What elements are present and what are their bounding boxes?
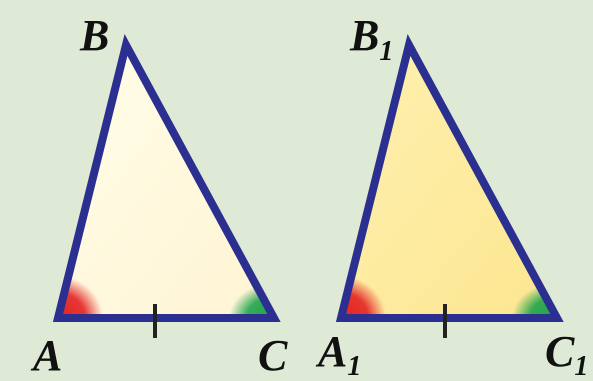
angle-c-mark xyxy=(229,283,274,318)
vertex-label-a1: A1 xyxy=(315,327,361,381)
triangle-a1b1c1 xyxy=(335,34,564,338)
vertex-label-a: A xyxy=(30,331,62,380)
angle-c1-mark xyxy=(512,283,557,318)
vertex-label-c1: C1 xyxy=(545,327,588,381)
vertex-label-b1: B1 xyxy=(349,11,393,67)
vertex-label-b: B xyxy=(79,11,109,60)
triangle-abc-outline xyxy=(52,34,281,322)
triangle-a1b1c1-outline xyxy=(335,34,564,322)
triangle-abc xyxy=(52,34,281,338)
vertex-label-c: C xyxy=(258,331,288,380)
